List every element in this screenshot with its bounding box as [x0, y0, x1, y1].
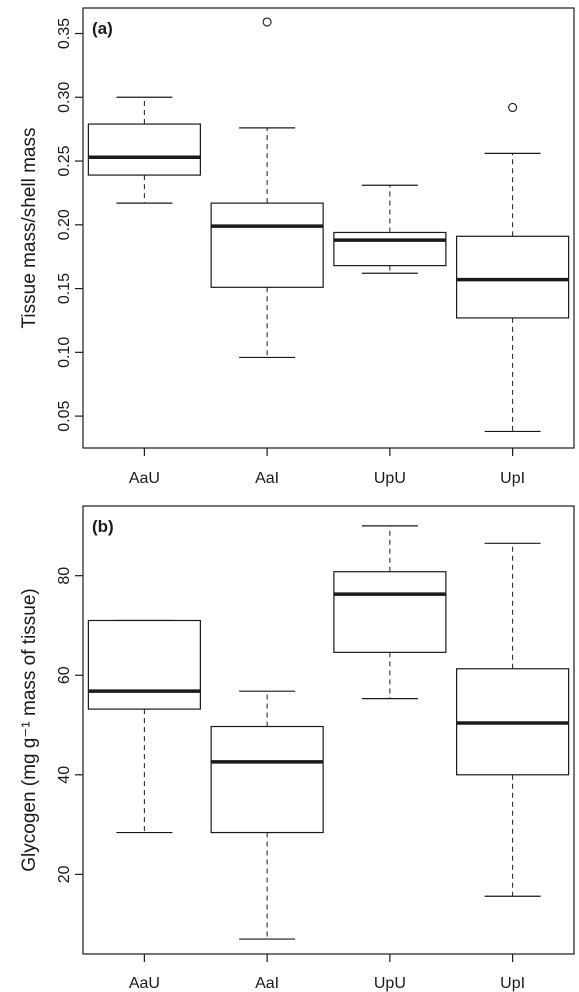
boxplot-aai [210, 17, 324, 359]
panel-label: (b) [92, 517, 114, 536]
y-tick-label: 20 [56, 865, 73, 883]
boxplot-upi [456, 102, 570, 433]
y-axis-title: Tissue mass/shell mass [19, 128, 40, 329]
boxplot-aau [87, 619, 201, 834]
box-iqr [333, 231, 447, 267]
outlier-point [508, 102, 518, 113]
y-tick-label: 0.30 [56, 82, 73, 113]
x-tick-label: AaI [255, 975, 279, 992]
box-iqr [87, 123, 201, 176]
box-iqr [87, 619, 201, 710]
box-iqr [456, 235, 570, 319]
y-tick-label: 80 [56, 567, 73, 585]
boxplot-aau [87, 96, 201, 204]
plot-frame [82, 505, 575, 955]
boxplot-upu [333, 184, 447, 274]
boxplot-upu [333, 525, 447, 700]
y-tick-label: 0.25 [56, 145, 73, 176]
box-iqr [333, 571, 447, 653]
x-tick-label: AaU [129, 975, 160, 992]
boxplot-upi [456, 542, 570, 897]
box-iqr [210, 725, 324, 834]
x-tick-label: UpI [500, 975, 525, 992]
panel-b: 20 40 60 80 AaU AaI UpU UpI Glycogen (mg g⁻¹ mas… [19, 505, 575, 992]
y-tick-label: 40 [56, 766, 73, 784]
outlier-point [262, 17, 272, 27]
plot-frame [82, 7, 575, 449]
x-tick-label: UpU [374, 470, 406, 487]
x-tick-label: AaI [255, 470, 279, 487]
x-tick-label: AaU [129, 470, 160, 487]
y-tick-label: 0.10 [56, 337, 73, 368]
x-tick-label: UpU [374, 975, 406, 992]
panel-label: (a) [92, 19, 113, 38]
y-tick-label: 60 [56, 666, 73, 684]
boxplot-aai [210, 690, 324, 940]
y-tick-label: 0.15 [56, 273, 73, 304]
y-axis-title: Glycogen (mg g⁻¹ mass of tissue) [19, 588, 40, 872]
y-tick-label: 0.05 [56, 400, 73, 431]
x-tick-label: UpI [500, 470, 525, 487]
y-tick-label: 0.35 [56, 18, 73, 49]
box-iqr [210, 202, 324, 288]
y-tick-label: 0.20 [56, 209, 73, 240]
panel-a: 0.05 0.10 0.15 0.20 0.25 0.30 0.35 AaU AaI UpU UpI… [19, 7, 575, 487]
